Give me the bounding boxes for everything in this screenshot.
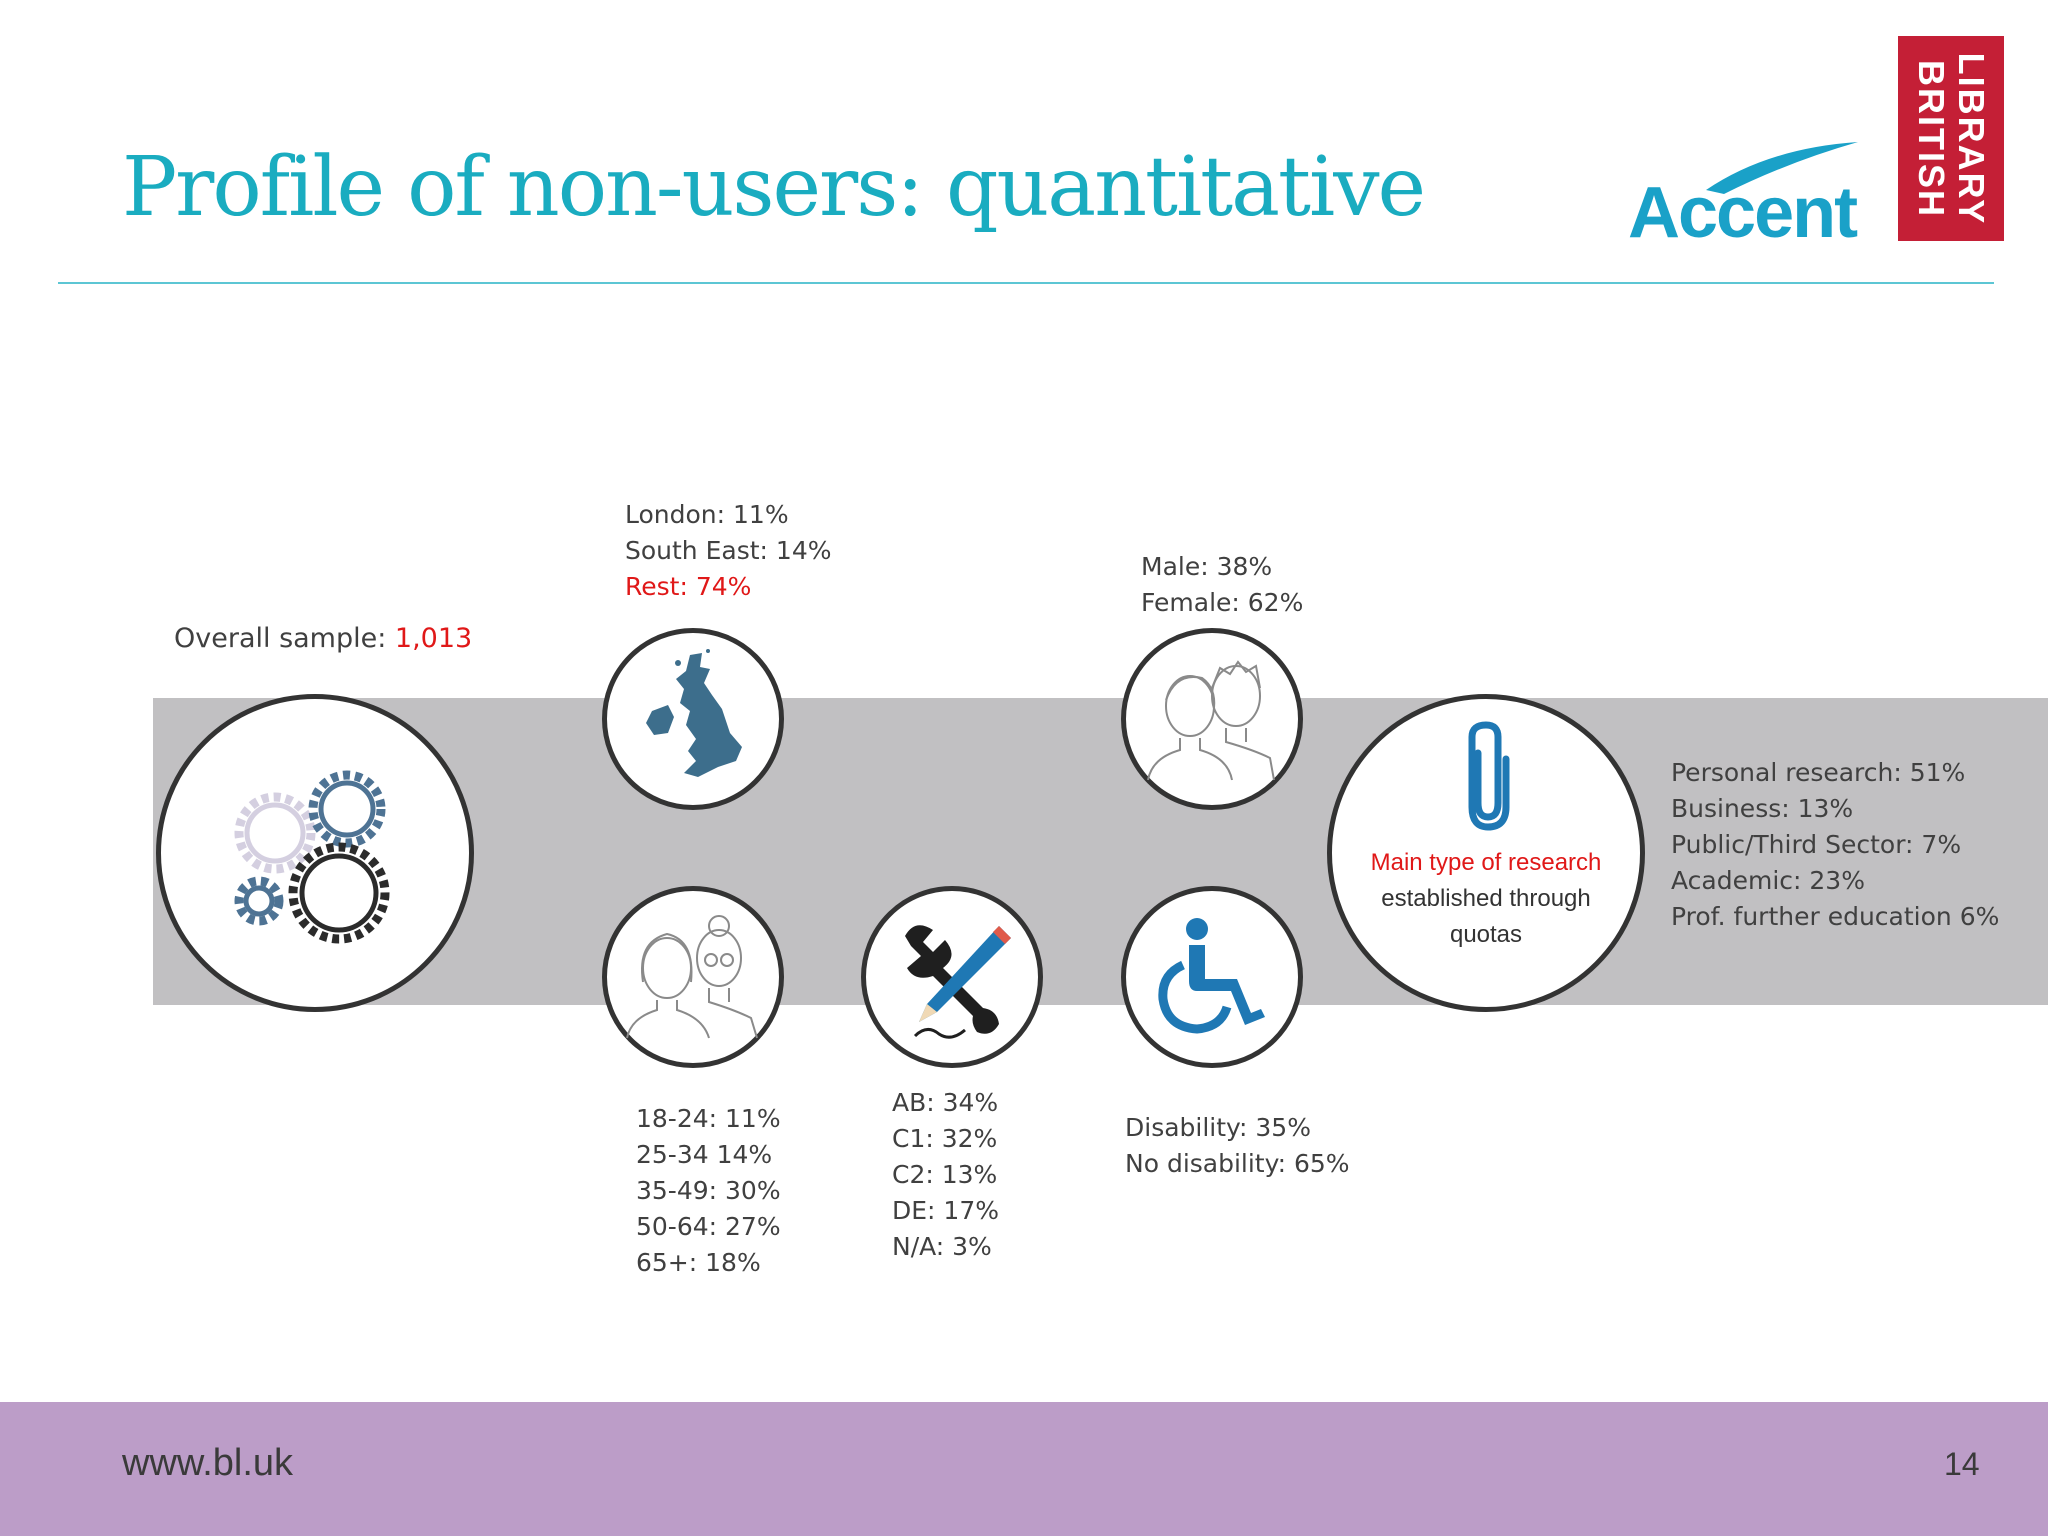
social-grade-row: N/A: 3% xyxy=(892,1232,992,1261)
region-stats: London: 11% South East: 14% Rest: 74% xyxy=(625,497,831,605)
accent-swoosh-icon xyxy=(1706,142,1858,194)
region-circle xyxy=(602,628,784,810)
research-circle-line3: quotas xyxy=(1449,921,1523,948)
british-library-logo-line2: LIBRARY xyxy=(1951,52,1992,225)
overall-sample-circle xyxy=(156,694,474,1012)
footer-url-link[interactable]: www.bl.uk xyxy=(122,1442,294,1484)
overall-sample-value: 1,013 xyxy=(394,623,473,654)
young-old-women-icon xyxy=(626,915,758,1039)
british-library-logo: LIBRARY BRITISH xyxy=(1898,36,2004,241)
disability-no: No disability: 65% xyxy=(1125,1149,1350,1178)
research-item: Prof. further education 6% xyxy=(1671,902,2000,931)
social-grade-row: AB: 34% xyxy=(892,1088,999,1117)
age-row: 25-34 14% xyxy=(636,1140,773,1169)
gender-stats: Male: 38% Female: 62% xyxy=(1141,549,1303,621)
british-library-logo-line1: BRITISH xyxy=(1911,59,1952,218)
overall-sample-label: Overall sample: 1,013 xyxy=(174,620,472,658)
gears-icon xyxy=(234,770,390,944)
overall-sample-text: Overall sample: xyxy=(174,623,395,654)
research-stats: Personal research: 51% Business: 13% Pub… xyxy=(1671,755,1999,935)
age-stats: 18-24: 11% 25-34 14% 35-49: 30% 50-64: 2… xyxy=(636,1101,781,1281)
accent-logo: Accent xyxy=(1628,138,1876,253)
social-grade-row: C1: 32% xyxy=(892,1124,998,1153)
page-number: 14 xyxy=(1944,1446,1980,1482)
age-row: 65+: 18% xyxy=(636,1248,761,1277)
social-grade-circle xyxy=(861,886,1043,1068)
age-circle xyxy=(602,886,784,1068)
research-circle-line2: established through xyxy=(1381,885,1591,912)
gender-male: Male: 38% xyxy=(1141,552,1273,581)
research-item: Business: 13% xyxy=(1671,794,1854,823)
research-item: Academic: 23% xyxy=(1671,866,1865,895)
footer-bar xyxy=(0,1402,2048,1536)
age-row: 35-49: 30% xyxy=(636,1176,781,1205)
disability-stats: Disability: 35% No disability: 65% xyxy=(1125,1110,1350,1182)
gender-circle xyxy=(1121,628,1303,810)
disability-yes: Disability: 35% xyxy=(1125,1113,1311,1142)
man-woman-icon xyxy=(1147,660,1275,781)
research-item: Public/Third Sector: 7% xyxy=(1671,830,1962,859)
pencil-wrench-icon xyxy=(905,925,1011,1039)
gender-female: Female: 62% xyxy=(1141,588,1304,617)
research-circle-line1: Main type of research xyxy=(1370,849,1602,876)
social-grade-stats: AB: 34% C1: 32% C2: 13% DE: 17% N/A: 3% xyxy=(892,1085,999,1265)
region-south-east: South East: 14% xyxy=(625,536,832,565)
social-grade-row: C2: 13% xyxy=(892,1160,998,1189)
research-item: Personal research: 51% xyxy=(1671,758,1966,787)
research-circle: Main type of research established throug… xyxy=(1327,694,1645,1012)
paperclip-icon xyxy=(1468,721,1510,831)
wheelchair-icon xyxy=(1158,918,1265,1034)
disability-circle xyxy=(1121,886,1303,1068)
slide-title: Profile of non-users: quantitative xyxy=(122,140,1426,235)
title-divider xyxy=(58,282,1994,284)
uk-map-icon xyxy=(646,649,742,777)
age-row: 18-24: 11% xyxy=(636,1104,781,1133)
age-row: 50-64: 27% xyxy=(636,1212,781,1241)
social-grade-row: DE: 17% xyxy=(892,1196,999,1225)
region-london: London: 11% xyxy=(625,500,789,529)
region-rest: Rest: 74% xyxy=(625,572,752,601)
accent-logo-text: Accent xyxy=(1628,173,1858,253)
